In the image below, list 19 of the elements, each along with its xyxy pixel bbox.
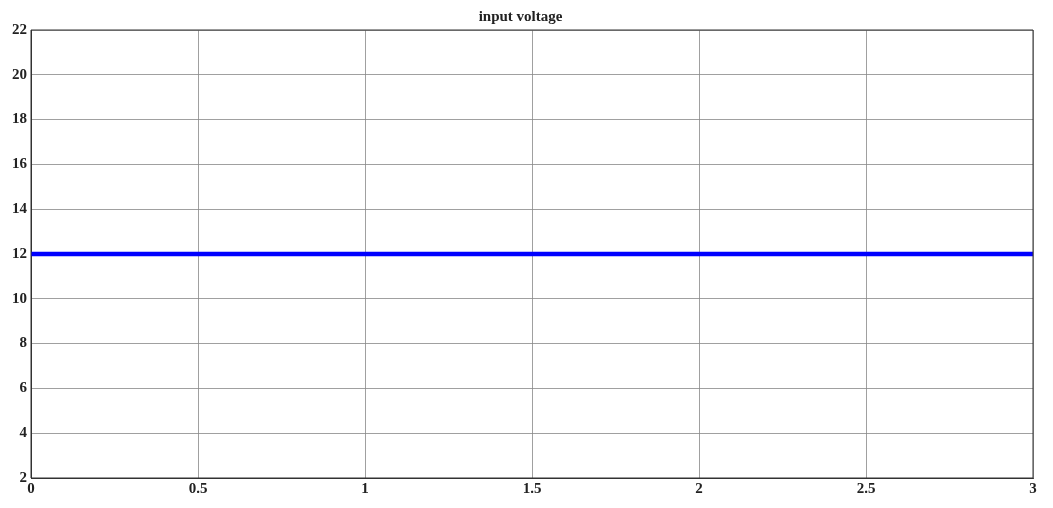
x-tick-label: 2.5 [856,479,876,496]
y-tick-label: 8 [19,334,27,351]
y-tick-label: 18 [12,110,27,127]
x-tick-label: 3 [1029,479,1037,496]
x-tick-label: 1.5 [522,479,542,496]
y-tick-label: 4 [19,424,28,441]
y-tick-label: 16 [12,155,28,172]
y-tick-label: 22 [12,20,27,37]
chart-title: input voltage [478,7,563,24]
y-tick-label: 10 [12,289,27,306]
y-tick-label: 20 [12,65,27,82]
y-tick-label: 12 [12,244,27,261]
x-tick-label: 0.5 [188,479,208,496]
y-tick-label: 14 [12,200,28,217]
x-tick-label: 1 [361,479,369,496]
x-tick-label: 2 [695,479,703,496]
y-tick-label: 6 [19,379,28,396]
y-tick-label: 2 [19,468,27,485]
x-tick-label: 0 [27,479,35,496]
